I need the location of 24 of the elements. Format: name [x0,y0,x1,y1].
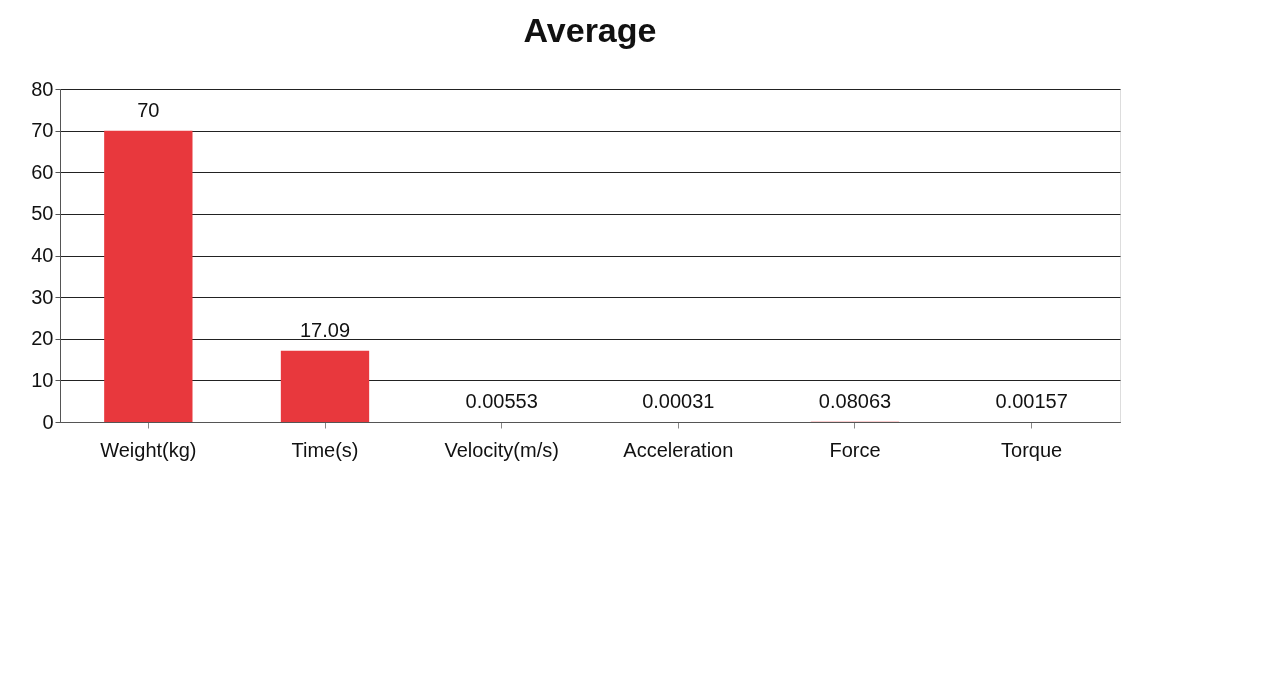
y-tick-label: 70 [31,119,54,142]
y-tick-label: 60 [31,160,54,183]
chart-title: Average [523,11,657,49]
y-tick-label: 50 [31,202,54,225]
x-tick-label: Velocity(m/s) [444,438,559,461]
bar [104,130,193,422]
y-tick-label: 10 [31,368,54,391]
data-label: 0.00553 [465,389,538,412]
data-label: 0.00157 [995,389,1068,412]
data-label: 0.08063 [818,389,892,412]
y-tick-label: 40 [31,244,54,266]
x-tick-label: Time(s) [291,438,359,461]
x-tick-label: Weight(kg) [100,438,197,461]
x-tick-label: Acceleration [623,438,734,461]
y-tick-label: 80 [31,77,54,100]
data-label: 0.00031 [642,390,715,412]
data-label: 70 [137,98,160,121]
x-tick-label: Torque [1001,438,1063,461]
y-tick-label: 30 [31,285,54,308]
y-tick-label: 0 [42,410,54,433]
data-label: 17.09 [299,318,351,341]
y-tick-label: 20 [31,327,54,350]
bar [280,350,370,422]
x-tick-label: Force [829,438,881,461]
